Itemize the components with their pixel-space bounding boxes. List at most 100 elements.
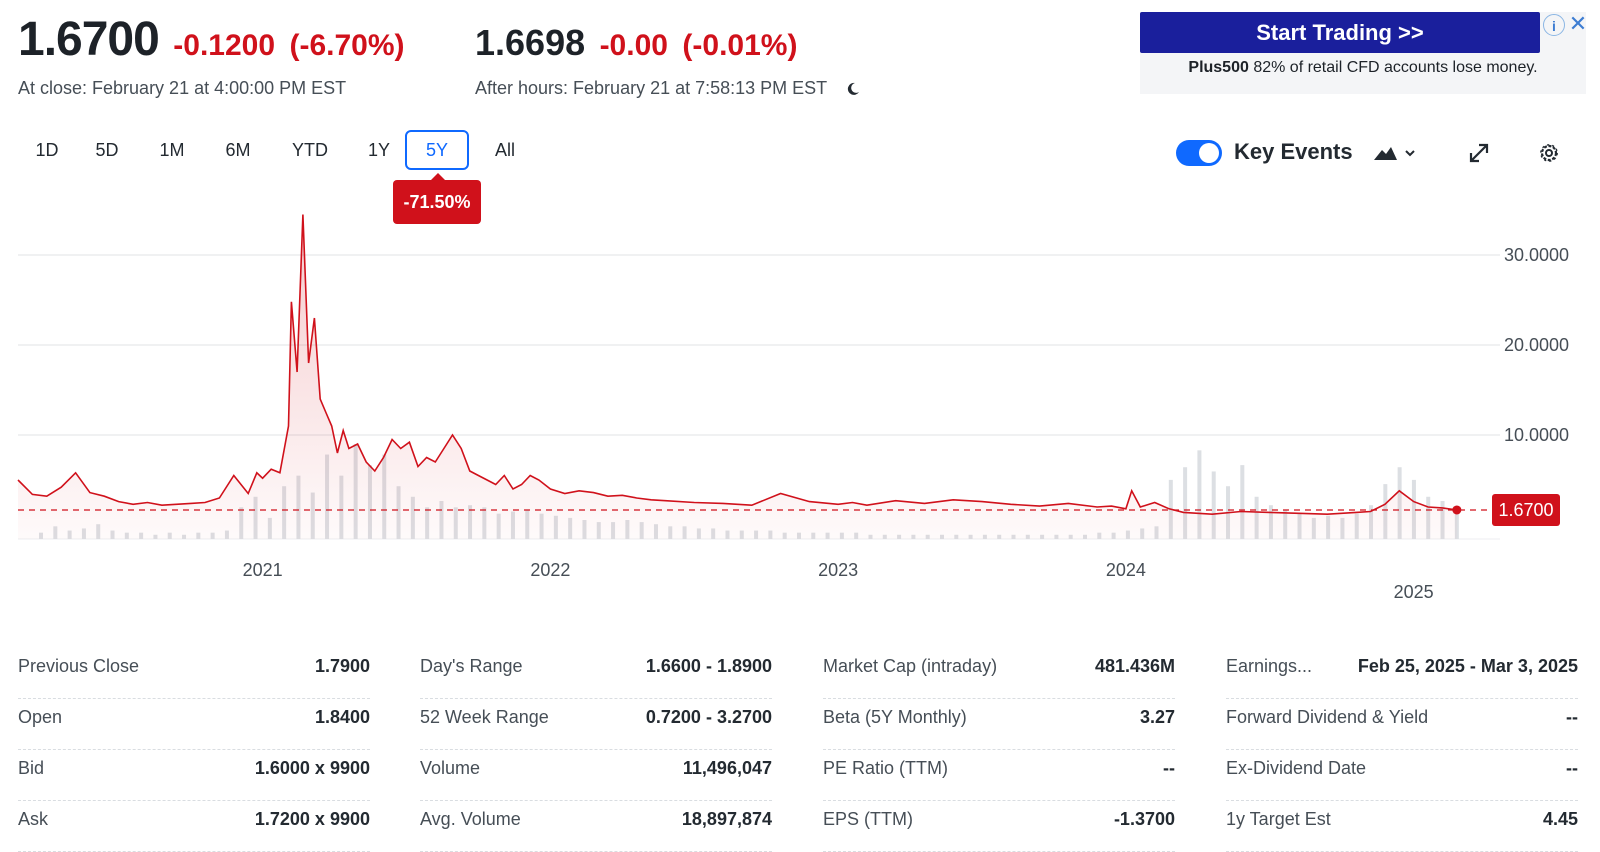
x-tick-label: 2023: [818, 560, 858, 580]
stat-label: Day's Range: [420, 656, 523, 676]
x-tick-label: 2021: [243, 560, 283, 580]
ad-banner[interactable]: Start Trading >> i ✕ Plus500 82% of reta…: [1140, 11, 1588, 94]
after-hours-time-text: After hours: February 21 at 7:58:13 PM E…: [475, 78, 827, 98]
key-events-toggle[interactable]: [1176, 140, 1222, 166]
stat-label: Forward Dividend & Yield: [1226, 707, 1429, 727]
stat-value: Feb 25, 2025 - Mar 3, 2025: [1357, 656, 1578, 676]
after-hours-price: 1.6698: [475, 22, 586, 63]
stat-value: -1.3700: [1113, 809, 1175, 829]
ad-disclaimer: Plus500 82% of retail CFD accounts lose …: [1140, 59, 1586, 77]
stat-value: 1.8400: [314, 707, 370, 727]
stat-row: EPS (TTM) -1.3700: [823, 801, 1175, 852]
after-hours-quote: 1.6698 -0.00 (-0.01%): [475, 22, 797, 64]
stat-row: Bid 1.6000 x 9900: [18, 750, 370, 801]
quote-main: 1.6700 -0.1200 (-6.70%): [18, 12, 405, 67]
stat-row: Ex-Dividend Date --: [1226, 750, 1578, 801]
stat-value: 1.7200 x 9900: [254, 809, 370, 829]
tab-1y[interactable]: 1Y: [367, 140, 391, 160]
stat-label: Avg. Volume: [420, 809, 521, 829]
tab-all[interactable]: All: [494, 140, 515, 160]
stat-value: 18,897,874: [681, 809, 772, 829]
stat-row: Ask 1.7200 x 9900: [18, 801, 370, 852]
tab-ytd[interactable]: YTD: [292, 140, 328, 160]
stat-row: 52 Week Range 0.7200 - 3.2700: [420, 699, 772, 750]
stat-value: 481.436M: [1094, 656, 1175, 676]
tab-5d[interactable]: 5D: [95, 140, 119, 160]
close-time: At close: February 21 at 4:00:00 PM EST: [18, 78, 347, 98]
tab-5y[interactable]: 5Y: [405, 130, 469, 170]
stat-row: Previous Close 1.7900: [18, 648, 370, 699]
stat-label: EPS (TTM): [823, 809, 913, 829]
stat-row: Volume 11,496,047: [420, 750, 772, 801]
y-tick-label: 20.0000: [1504, 335, 1569, 355]
stat-value: 11,496,047: [682, 758, 772, 778]
price-change-percent: (-6.70%): [289, 29, 405, 62]
price-line: [17, 214, 1457, 516]
y-tick-label: 10.0000: [1504, 425, 1569, 445]
stat-row: PE Ratio (TTM) --: [823, 750, 1175, 801]
stat-label: Bid: [18, 758, 45, 778]
stat-row: Open 1.8400: [18, 699, 370, 750]
stat-row: Beta (5Y Monthly) 3.27: [823, 699, 1175, 750]
stat-value: 3.27: [1139, 707, 1175, 727]
volume-bar: [1197, 450, 1202, 539]
stat-value: --: [1566, 758, 1578, 778]
volume-bar: [1183, 467, 1188, 539]
volume-bar: [1454, 511, 1459, 539]
toggle-knob: [1199, 143, 1219, 163]
price-change: -0.1200: [173, 29, 276, 62]
stat-value: 0.7200 - 3.2700: [645, 707, 772, 727]
period-change-badge: -71.50%: [393, 173, 481, 224]
tab-1m[interactable]: 1M: [159, 140, 185, 160]
ad-cta-button[interactable]: Start Trading >>: [1140, 12, 1540, 53]
tab-6m[interactable]: 6M: [225, 140, 251, 160]
stat-row: Market Cap (intraday) 481.436M: [823, 648, 1175, 699]
last-price-badge: 1.6700: [1492, 493, 1560, 526]
key-events-label: Key Events: [1234, 139, 1353, 164]
stat-label: Earnings...: [1226, 656, 1313, 676]
price-chart[interactable]: 30.0000 20.0000 10.0000 2021 2022 2023 2024 20…: [0, 200, 1600, 620]
stat-value: 1.6000 x 9900: [254, 758, 370, 778]
x-tick-label: 2025: [1394, 582, 1434, 602]
after-hours-change: -0.00: [599, 29, 668, 62]
ad-info-icon[interactable]: i: [1543, 14, 1565, 36]
stat-value: --: [1566, 707, 1578, 727]
ad-brand: Plus500: [1188, 59, 1249, 76]
stat-row: Day's Range 1.6600 - 1.8900: [420, 648, 772, 699]
stat-label: Ask: [18, 809, 49, 829]
tab-1d[interactable]: 1D: [35, 140, 59, 160]
current-price: 1.6700: [18, 13, 160, 66]
stat-label: Market Cap (intraday): [823, 656, 998, 676]
x-tick-label: 2022: [530, 560, 570, 580]
stat-label: 1y Target Est: [1226, 809, 1331, 829]
mountain-chart-icon[interactable]: [1372, 140, 1418, 166]
last-price-label: 1.6700: [1498, 500, 1553, 520]
stat-label: Open: [18, 707, 63, 727]
stat-label: Beta (5Y Monthly): [823, 707, 967, 727]
stat-label: Ex-Dividend Date: [1226, 758, 1367, 778]
y-tick-label: 30.0000: [1504, 245, 1569, 265]
price-area: [18, 214, 1457, 539]
after-hours-change-percent: (-0.01%): [682, 29, 798, 62]
volume-bar: [1240, 465, 1245, 539]
expand-icon[interactable]: [1466, 140, 1492, 166]
gear-icon[interactable]: [1536, 140, 1562, 166]
after-hours-time: After hours: February 21 at 7:58:13 PM E…: [475, 78, 860, 99]
stat-label: Volume: [420, 758, 481, 778]
volume-bar: [1211, 471, 1216, 539]
ad-disclaimer-text: 82% of retail CFD accounts lose money.: [1248, 59, 1538, 76]
stat-row: 1y Target Est 4.45: [1226, 801, 1578, 852]
last-price-dot: [1452, 505, 1462, 515]
stat-value: --: [1163, 758, 1175, 778]
stat-row: Forward Dividend & Yield --: [1226, 699, 1578, 750]
moon-icon: [847, 82, 859, 95]
stat-label: 52 Week Range: [420, 707, 549, 727]
stat-value: 1.6600 - 1.8900: [645, 656, 772, 676]
stat-row: Earnings... Feb 25, 2025 - Mar 3, 2025: [1226, 648, 1578, 699]
stat-label: Previous Close: [18, 656, 140, 676]
x-tick-label: 2024: [1106, 560, 1146, 580]
stat-row: Avg. Volume 18,897,874: [420, 801, 772, 852]
ad-close-icon[interactable]: ✕: [1568, 11, 1588, 36]
stat-value: 1.7900: [314, 656, 370, 676]
stat-label: PE Ratio (TTM): [823, 758, 949, 778]
